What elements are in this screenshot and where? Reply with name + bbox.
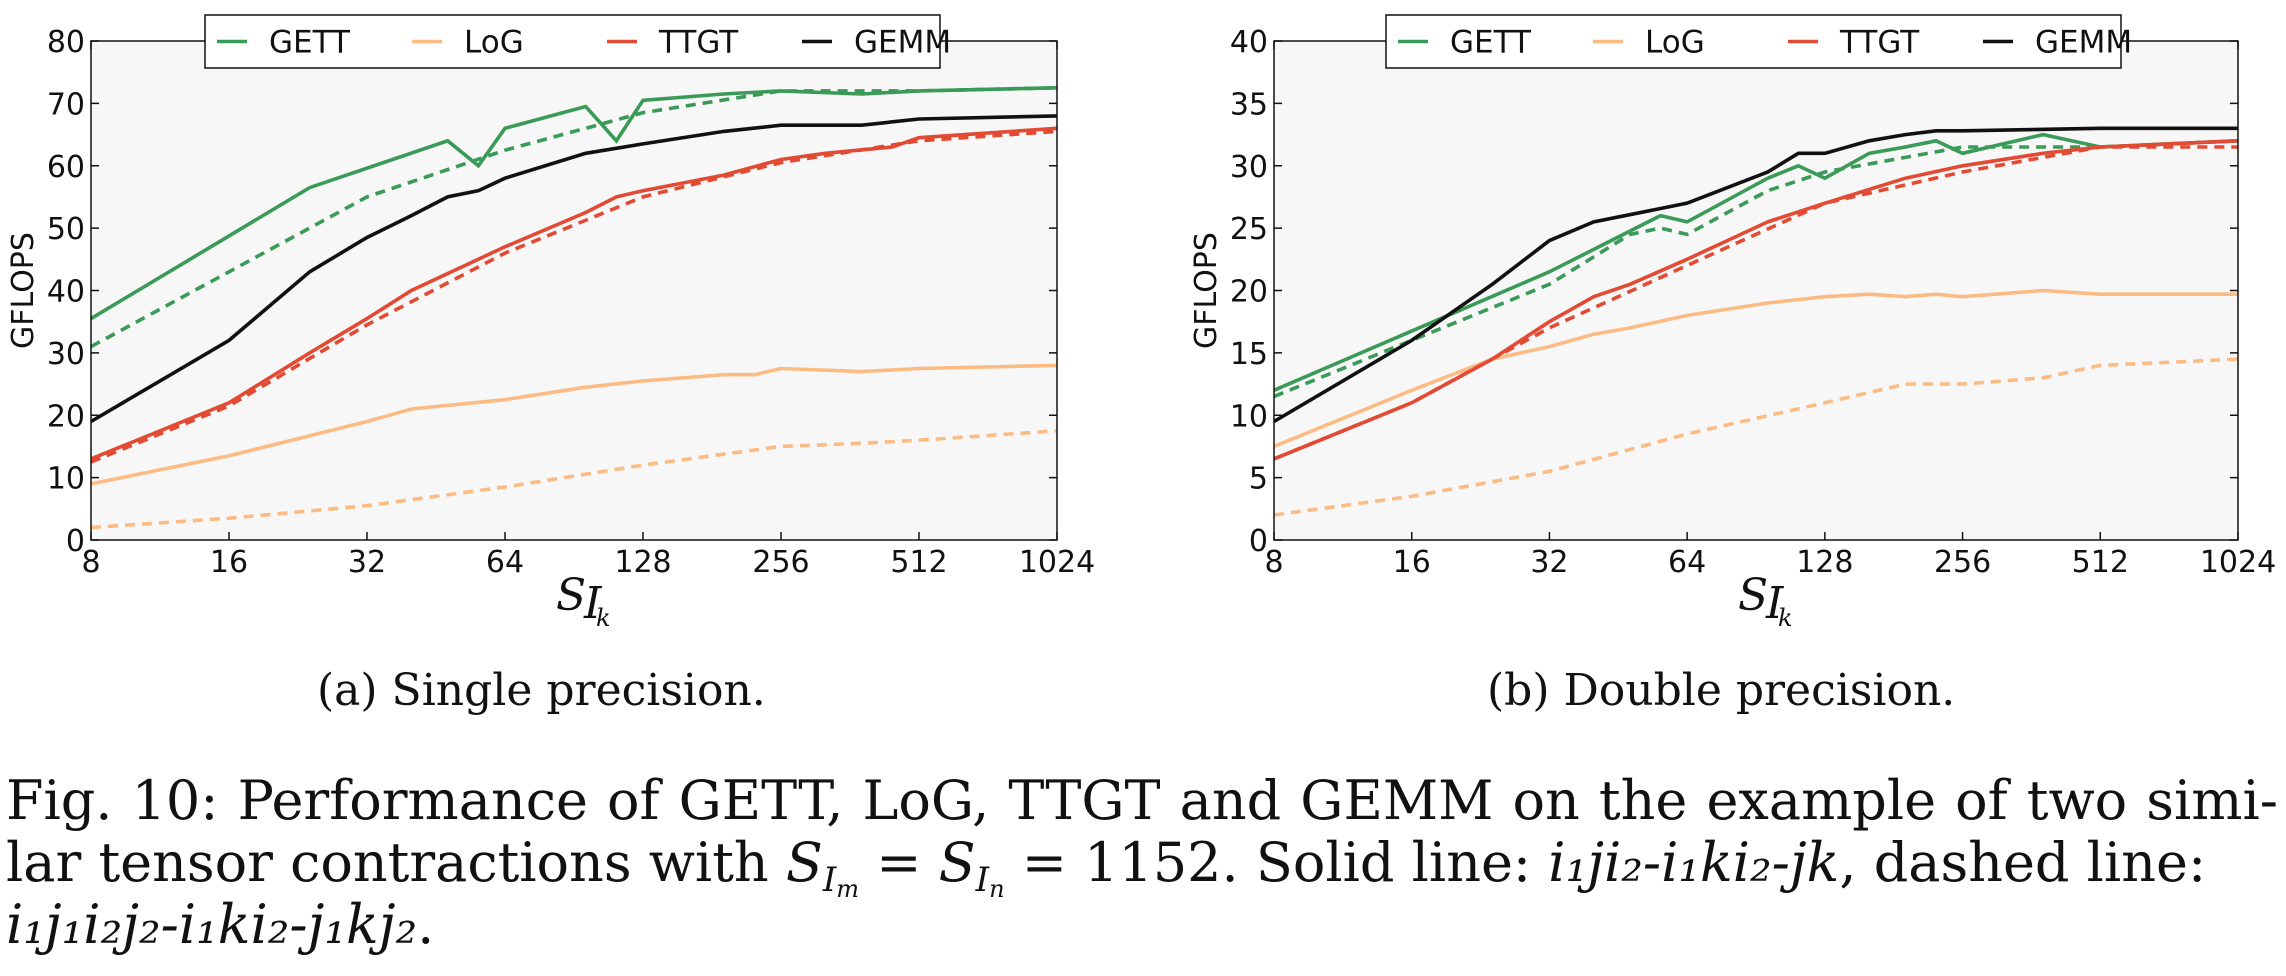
y-tick-label: 40 — [1230, 25, 1268, 60]
x-axis-label-sub: I — [583, 578, 603, 629]
caption-line-1: Fig. 10: Performance of GETT, LoG, TTGT … — [6, 769, 2278, 832]
series-log-solid-line — [1273, 288, 2238, 449]
legend-label-ttgt: TTGT — [1839, 25, 1920, 61]
y-tick-label: 50 — [47, 212, 85, 247]
x-tick-label: 32 — [348, 545, 386, 580]
caption-line-3: i₁j₁i₂j₂-i₁ki₂-j₁kj₂. — [6, 894, 2278, 956]
x-axis-label-sub: I — [1765, 578, 1785, 629]
y-tick-label: 40 — [47, 275, 85, 310]
caption-end: . — [417, 893, 435, 956]
legend-label-ttgt: TTGT — [658, 25, 739, 61]
subcaption-single-precision: (a) Single precision. — [317, 665, 766, 716]
y-tick-label: 10 — [1230, 399, 1268, 434]
series-gemm-solid-line — [1273, 126, 2238, 424]
y-axis-label: GFLOPS — [6, 232, 41, 349]
x-axis-label-subsub: k — [596, 604, 611, 632]
figure-caption: Fig. 10: Performance of GETT, LoG, TTGT … — [6, 770, 2278, 956]
y-tick-label: 30 — [47, 337, 85, 372]
x-tick-label: 8 — [81, 545, 100, 580]
series-ttgt-solid-line — [90, 126, 1058, 461]
chart-double-precision: 0 5 10 15 20 25 30 35 40 8 16 32 64 128 256 512 1024 GFLO… — [1189, 14, 2276, 632]
x-axis-label-subsub: k — [1778, 604, 1793, 632]
x-tick-label: 16 — [210, 545, 248, 580]
x-tick-label: 512 — [890, 545, 947, 580]
x-tick-label: 1024 — [2200, 545, 2276, 580]
legend-label-log: LoG — [464, 25, 524, 61]
x-tick-label: 16 — [1393, 545, 1431, 580]
x-tick-label: 64 — [486, 545, 524, 580]
y-tick-label: 15 — [1230, 337, 1268, 372]
y-tick-label: 35 — [1230, 87, 1268, 122]
series-gett-dashed-line — [90, 86, 1058, 349]
x-tick-label: 32 — [1530, 545, 1568, 580]
series-ttgt-dashed-line — [1273, 145, 2238, 461]
y-tick-label: 60 — [47, 150, 85, 185]
series-gemm-solid-line — [90, 114, 1058, 424]
y-tick-label: 30 — [1230, 150, 1268, 185]
x-tick-label: 256 — [752, 545, 809, 580]
caption-solid-label: . Solid line: — [1221, 831, 1549, 894]
legend-label-log: LoG — [1645, 25, 1705, 61]
legend-label-gett: GETT — [1450, 25, 1532, 61]
x-tick-label: 128 — [1796, 545, 1853, 580]
chart-single-precision: 0 10 20 30 40 50 60 70 80 8 16 32 64 128 256 512 1024 GFL… — [6, 14, 1095, 632]
x-tick-label: 512 — [2072, 545, 2129, 580]
series-gett-dashed-line — [1273, 139, 2239, 399]
subcaption-double-precision: (b) Double precision. — [1487, 665, 1956, 716]
legend-label-gett: GETT — [269, 25, 351, 61]
legend-label-gemm: GEMM — [2035, 25, 2132, 61]
y-tick-label: 25 — [1230, 212, 1268, 247]
plot-area — [91, 41, 1057, 540]
caption-text-a: lar tensor contractions with — [6, 831, 786, 894]
series-ttgt-dashed-line — [90, 129, 1058, 464]
x-axis-label: S — [1738, 570, 1768, 621]
y-tick-label: 0 — [66, 524, 85, 559]
x-tick-label: 8 — [1264, 545, 1283, 580]
series-gett-solid-line — [90, 86, 1058, 321]
series-log-solid-line — [90, 363, 1058, 486]
caption-line-2: lar tensor contractions with SIm = SIn =… — [6, 831, 2278, 903]
y-tick-label: 20 — [1230, 275, 1268, 310]
caption-solid-expr: i₁ji₂-i₁ki₂-jk — [1548, 831, 1840, 894]
caption-dashed-expr: i₁j₁i₂j₂-i₁ki₂-j₁kj₂ — [6, 893, 418, 956]
caption-dashed-label: , dashed line: — [1839, 831, 2207, 894]
caption-math-sim: SIm = SIn = — [785, 831, 1085, 903]
y-tick-label: 20 — [47, 399, 85, 434]
y-tick-label: 80 — [47, 25, 85, 60]
x-tick-label: 256 — [1934, 545, 1991, 580]
y-tick-label: 0 — [1249, 524, 1268, 559]
y-tick-label: 70 — [47, 87, 85, 122]
series-log-dashed-line — [1273, 357, 2239, 517]
legend-box — [1385, 14, 2122, 69]
legend-label-gemm: GEMM — [854, 25, 951, 61]
x-tick-label: 64 — [1668, 545, 1706, 580]
series-ttgt-solid-line — [1273, 139, 2239, 461]
y-tick-label: 5 — [1249, 462, 1268, 497]
x-tick-label: 1024 — [1019, 545, 1095, 580]
series-gett-solid-line — [1273, 132, 2239, 392]
y-axis-label: GFLOPS — [1189, 232, 1224, 349]
x-tick-label: 128 — [614, 545, 671, 580]
plot-area — [1274, 41, 2238, 540]
y-tick-label: 10 — [47, 462, 85, 497]
x-axis-label: S — [556, 570, 586, 621]
caption-value: 1152 — [1084, 831, 1222, 894]
